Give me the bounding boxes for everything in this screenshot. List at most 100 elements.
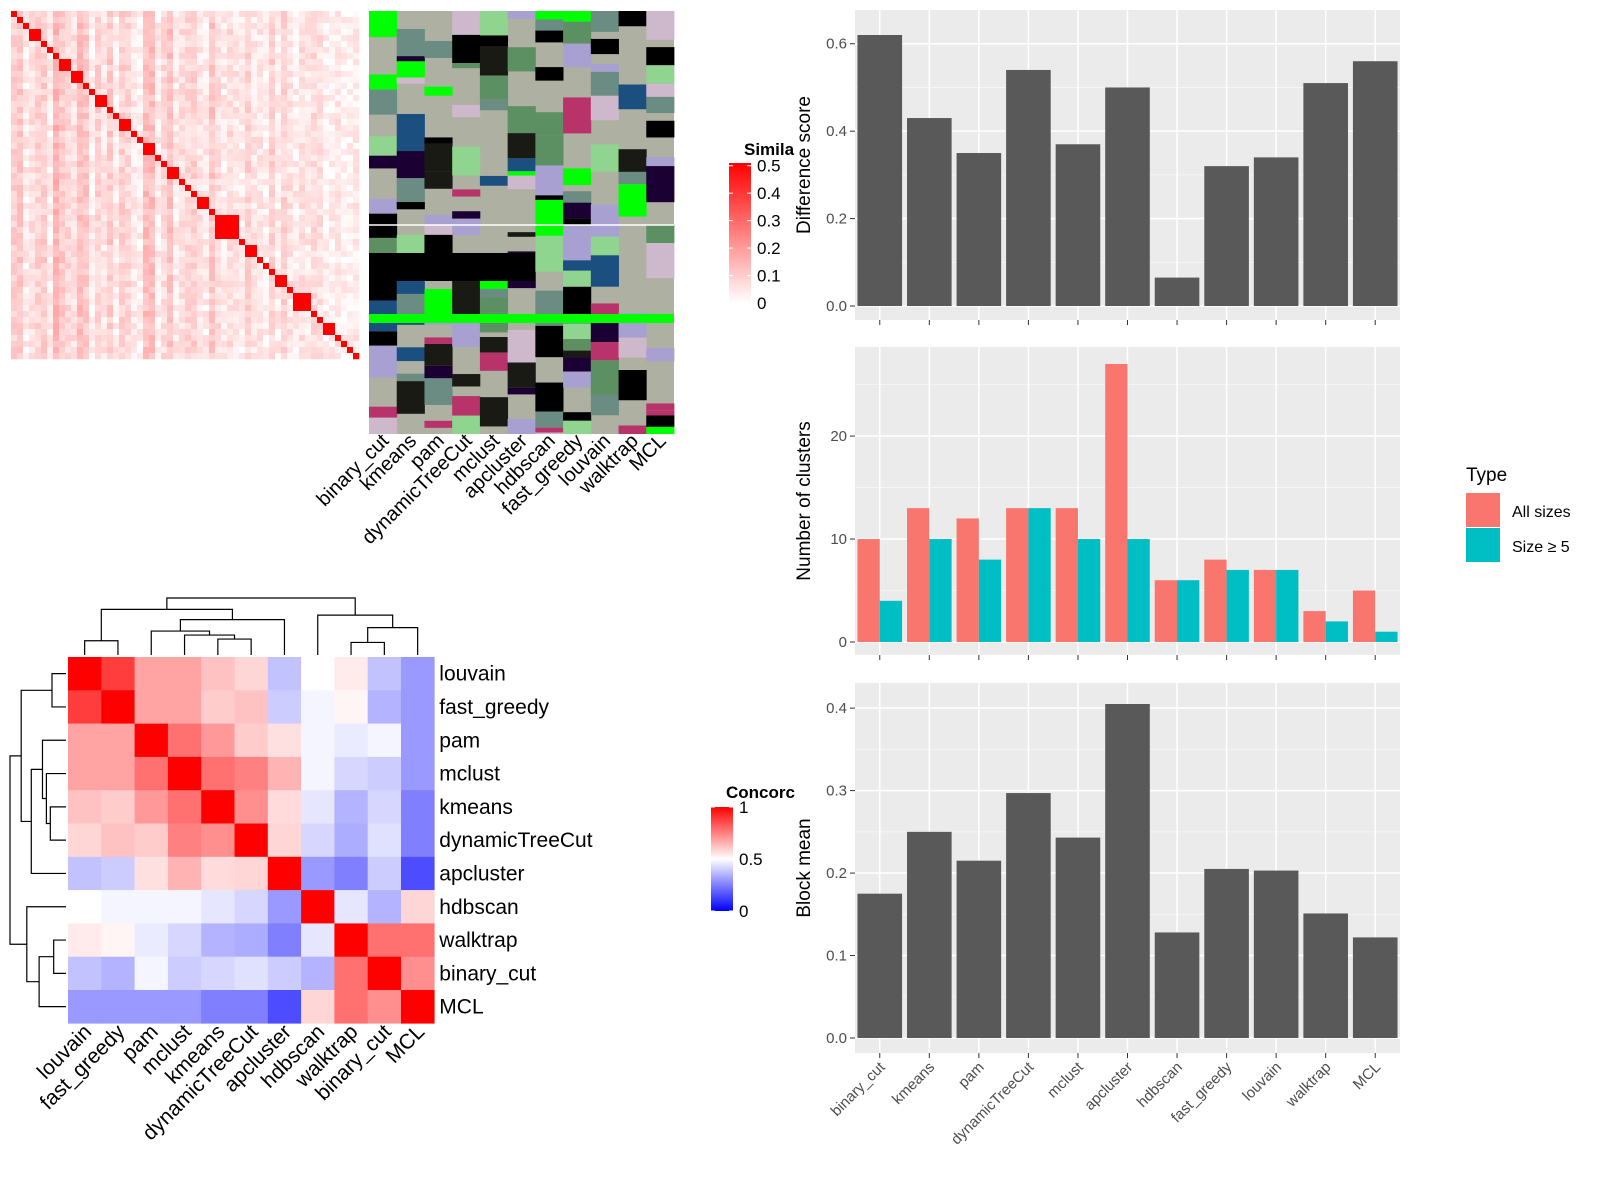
similarity-cell [173,83,180,90]
concordance-cell [167,657,202,691]
annotation-block [452,396,481,416]
similarity-cell [299,23,306,30]
similarity-cell [353,305,360,312]
similarity-cell [239,131,246,138]
similarity-cell [275,335,282,342]
similarity-cell [347,353,354,360]
annotation-block [507,158,536,172]
similarity-cell [299,107,306,114]
similarity-cell [257,275,264,282]
similarity-cell [227,143,234,150]
similarity-cell [155,41,162,48]
similarity-cell [341,89,348,96]
similarity-cell [215,191,222,198]
similarity-cell [83,35,90,42]
similarity-cell [131,71,138,78]
similarity-cell [323,173,330,180]
similarity-cell [17,143,24,150]
similarity-cell [137,197,144,204]
similarity-cell [269,173,276,180]
similarity-cell [257,143,264,150]
similarity-cell [323,89,330,96]
similarity-cell [41,185,48,192]
similarity-cell [299,95,306,102]
similarity-cell [155,29,162,36]
similarity-cell [41,137,48,144]
similarity-cell [341,53,348,60]
similarity-cell [89,185,96,192]
similarity-cell [317,47,324,54]
similarity-cell [329,221,336,228]
similarity-cell [191,35,198,42]
similarity-cell [137,335,144,342]
similarity-cell [233,137,240,144]
similarity-cell [293,275,300,282]
similarity-cell [155,299,162,306]
similarity-cell [329,113,336,120]
similarity-cell [71,317,78,324]
similarity-cell [179,179,186,186]
similarity-cell [269,197,276,204]
similarity-cell [317,323,324,330]
similarity-cell [317,125,324,132]
similarity-cell [269,143,276,150]
similarity-cell [233,227,240,234]
annotation-block [535,195,564,200]
similarity-cell [59,317,66,324]
similarity-cell [341,353,348,360]
bar [1352,937,1398,1038]
similarity-cell [65,215,72,222]
similarity-cell [263,221,270,228]
similarity-cell [101,149,108,156]
similarity-cell [83,293,90,300]
similarity-cell [341,311,348,318]
annotation-block [369,198,398,214]
similarity-cell [305,209,312,216]
similarity-cell [269,113,276,120]
concordance-cell [301,856,335,891]
similarity-cell [185,155,192,162]
similarity-cell [251,215,258,222]
similarity-cell [317,17,324,24]
similarity-cell [173,41,180,48]
similarity-cell [53,215,60,222]
similarity-cell [221,305,228,312]
similarity-cell [167,47,174,54]
similarity-cell [329,179,336,186]
similarity-cell [281,275,288,282]
similarity-cell [239,107,246,114]
similarity-cell [197,23,204,30]
concordance-row-label: hdbscan [439,896,518,919]
similarity-cell [347,41,354,48]
similarity-cell [83,311,90,318]
similarity-cell [281,311,288,318]
similarity-cell [185,131,192,138]
similarity-cell [167,29,174,36]
similarity-cell [47,329,54,336]
similarity-cell [89,353,96,360]
similarity-cell [11,293,18,300]
similarity-cell [275,227,282,234]
similarity-cell [269,305,276,312]
similarity-cell [191,41,198,48]
similarity-cell [353,53,360,60]
similarity-cell [299,17,306,24]
similarity-cell [347,179,354,186]
y-tick-label: 0.2 [826,211,847,228]
similarity-cell [185,269,192,276]
similarity-cell [113,257,120,264]
annotation-block [646,83,675,97]
similarity-cell [203,101,210,108]
similarity-cell [137,185,144,192]
x-axis-label: mclust [1044,1058,1087,1101]
similarity-cell [221,29,228,36]
similarity-cell [65,89,72,96]
similarity-cell [299,251,306,258]
similarity-cell [161,239,168,246]
similarity-cell [119,191,126,198]
similarity-cell [23,11,30,18]
similarity-cell [197,311,204,318]
similarity-cell [29,197,36,204]
similarity-cell [353,227,360,234]
